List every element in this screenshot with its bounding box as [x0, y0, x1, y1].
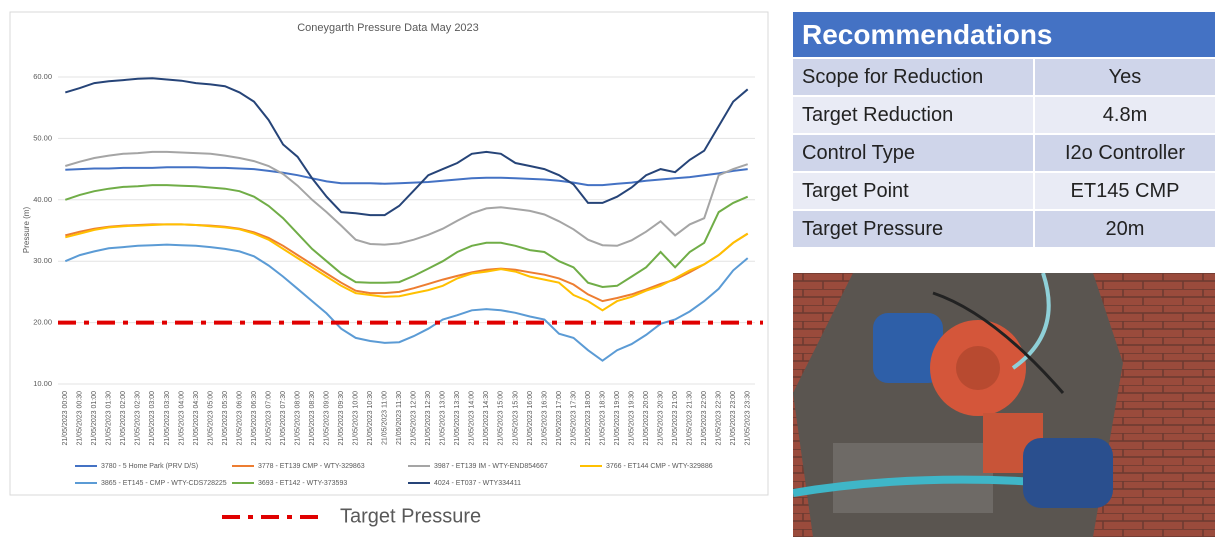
x-tick-label: 21/05/2023 05:30	[222, 391, 229, 446]
x-tick-label: 21/05/2023 12:30	[425, 391, 432, 446]
series-line	[65, 150, 749, 247]
x-tick-label: 21/05/2023 22:30	[716, 391, 723, 446]
x-tick-label: 21/05/2023 16:30	[541, 391, 548, 446]
x-tick-label: 21/05/2023 08:00	[294, 391, 301, 446]
x-tick-label: 21/05/2023 20:30	[657, 391, 664, 446]
legend-label: Target Pressure	[340, 505, 481, 527]
chart: Coneygarth Pressure Data May 2023 Pressu…	[9, 11, 769, 496]
x-tick-label: 21/05/2023 16:00	[527, 391, 534, 446]
x-tick-label: 21/05/2023 12:00	[411, 391, 418, 446]
x-tick-label: 21/05/2023 17:00	[556, 391, 563, 446]
table-row: Target Point ET145 CMP	[793, 173, 1215, 209]
x-tick-label: 21/05/2023 20:00	[643, 391, 650, 446]
target-legend: Target Pressure	[222, 505, 481, 527]
row-label: Target Reduction	[793, 97, 1033, 133]
x-tick-label: 21/05/2023 21:00	[672, 391, 679, 446]
x-tick-label: 21/05/2023 14:00	[469, 391, 476, 446]
chart-title: Coneygarth Pressure Data May 2023	[297, 22, 479, 34]
legend-label: 3780 - 5 Home Park (PRV D/S)	[101, 463, 198, 470]
table-row: Scope for Reduction Yes	[793, 59, 1215, 95]
x-tick-label: 21/05/2023 15:30	[512, 391, 519, 446]
legend-label: 3766 - ET144 CMP - WTY-329886	[606, 463, 713, 470]
y-tick-label: 30.00	[33, 256, 52, 265]
x-tick-label: 21/05/2023 01:30	[106, 391, 113, 446]
y-axis-label: Pressure (m)	[22, 207, 31, 254]
series-line	[64, 243, 749, 362]
row-label: Control Type	[793, 135, 1033, 171]
row-label: Target Point	[793, 173, 1033, 209]
x-tick-label: 21/05/2023 03:30	[164, 391, 171, 446]
recommendations-table: Recommendations Scope for Reduction Yes Ta…	[793, 10, 1215, 249]
x-tick-label: 21/05/2023 11:30	[396, 391, 403, 445]
y-tick-label: 60.00	[33, 72, 52, 81]
x-tick-label: 21/05/2023 15:00	[498, 391, 505, 446]
x-tick-label: 21/05/2023 03:00	[149, 391, 156, 446]
x-tick-label: 21/05/2023 21:30	[687, 391, 694, 446]
x-tick-label: 21/05/2023 23:00	[730, 391, 737, 446]
x-tick-label: 21/05/2023 09:30	[338, 391, 345, 446]
x-tick-label: 21/05/2023 05:00	[207, 391, 214, 446]
y-tick-label: 50.00	[33, 133, 52, 142]
x-tick-label: 21/05/2023 04:30	[193, 391, 200, 446]
x-tick-label: 21/05/2023 10:00	[353, 391, 360, 446]
x-tick-label: 21/05/2023 22:00	[701, 391, 708, 446]
legend-label: 3693 - ET142 - WTY-373593	[258, 480, 347, 487]
legend-label: 3865 - ET145 - CMP - WTY-CDS728225	[101, 480, 227, 487]
y-tick-label: 40.00	[33, 195, 52, 204]
row-value: I2o Controller	[1033, 135, 1215, 171]
x-tick-label: 21/05/2023 01:00	[91, 391, 98, 446]
row-value: Yes	[1033, 59, 1215, 95]
series-line	[64, 184, 749, 289]
x-tick-label: 21/05/2023 13:30	[454, 391, 461, 446]
series-line	[65, 77, 749, 217]
row-value: ET145 CMP	[1033, 173, 1215, 209]
chart-frame	[9, 11, 769, 496]
x-tick-label: 21/05/2023 00:00	[62, 391, 69, 446]
x-tick-label: 21/05/2023 18:00	[585, 391, 592, 446]
x-tick-label: 21/05/2023 11:00	[382, 391, 389, 445]
row-label: Scope for Reduction	[793, 59, 1033, 95]
x-tick-label: 21/05/2023 09:00	[323, 391, 330, 446]
legend-label: 3987 - ET139 IM - WTY-END854667	[434, 463, 548, 470]
x-tick-label: 21/05/2023 04:00	[178, 391, 185, 446]
row-value: 4.8m	[1033, 97, 1215, 133]
table-row: Control Type I2o Controller	[793, 135, 1215, 171]
y-tick-label: 10.00	[33, 379, 52, 388]
series-line	[65, 223, 749, 312]
row-value: 20m	[1033, 211, 1215, 247]
series-line	[65, 166, 748, 187]
x-tick-label: 21/05/2023 19:30	[628, 391, 635, 446]
site-photo	[793, 273, 1215, 537]
x-tick-label: 21/05/2023 23:30	[745, 391, 752, 446]
table-title: Recommendations	[793, 12, 1215, 57]
x-tick-label: 21/05/2023 13:00	[440, 391, 447, 446]
legend-label: 4024 - ET037 - WTY334411	[434, 480, 521, 487]
table-row: Target Reduction 4.8m	[793, 97, 1215, 133]
x-tick-label: 21/05/2023 06:30	[251, 391, 258, 446]
x-tick-label: 21/05/2023 10:30	[367, 391, 374, 446]
x-tick-label: 21/05/2023 14:30	[483, 391, 490, 446]
row-label: Target Pressure	[793, 211, 1033, 247]
table-row: Target Pressure 20m	[793, 211, 1215, 247]
legend-label: 3778 - ET139 CMP - WTY-329863	[258, 463, 365, 470]
x-tick-label: 21/05/2023 02:00	[120, 391, 127, 446]
table-body: Scope for Reduction Yes Target Reduction 4.…	[793, 59, 1215, 247]
x-tick-label: 21/05/2023 19:00	[614, 391, 621, 446]
x-tick-label: 21/05/2023 02:30	[135, 391, 142, 446]
x-tick-label: 21/05/2023 00:30	[77, 391, 84, 446]
x-tick-label: 21/05/2023 17:30	[570, 391, 577, 446]
x-tick-label: 21/05/2023 07:30	[280, 391, 287, 446]
x-tick-label: 21/05/2023 08:30	[309, 391, 316, 446]
x-tick-label: 21/05/2023 18:30	[599, 391, 606, 446]
y-tick-label: 20.00	[33, 318, 52, 327]
x-tick-label: 21/05/2023 06:00	[236, 391, 243, 446]
x-tick-label: 21/05/2023 07:00	[265, 391, 272, 446]
